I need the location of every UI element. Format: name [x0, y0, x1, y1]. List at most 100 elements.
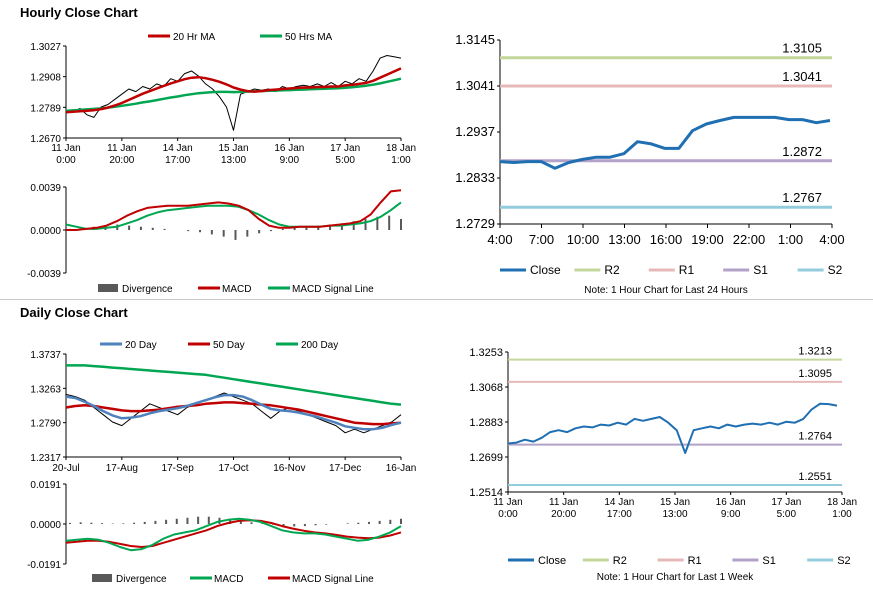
daily-pivot-y-tick-label: 1.2883: [469, 417, 503, 429]
hourly-macd-y-tick-label: 0.0000: [30, 226, 61, 237]
daily-pivot-x-tick-label: 5:00: [777, 509, 797, 520]
hourly-pivot-legend-label: R2: [604, 263, 620, 277]
daily-price-y-tick-label: 1.2317: [30, 453, 61, 464]
hourly-pivot-note: Note: 1 Hour Chart for Last 24 Hours: [584, 285, 747, 296]
hourly-pivot-x-tick-label: 19:00: [691, 232, 724, 247]
hourly-pivot-x-tick-label: 1:00: [778, 232, 803, 247]
daily-pivot-x-tick-label: 16 Jan: [716, 497, 746, 508]
daily-pivot-y-tick-label: 1.2699: [469, 452, 503, 464]
daily-pivot-note: Note: 1 Hour Chart for Last 1 Week: [597, 572, 755, 583]
hourly-macd-line: [66, 189, 402, 231]
daily-price-legend-label: 20 Day: [125, 340, 157, 351]
hourly-ma50-line: [65, 77, 402, 113]
hourly-pivot-x-tick-label: 7:00: [529, 232, 554, 247]
hourly-pivot-r1-label: 1.3041: [782, 69, 822, 84]
hourly-pivot-x-tick-label: 4:00: [487, 232, 512, 247]
daily-macd-legend-swatch: [92, 574, 112, 582]
hourly-pivot-x-tick-label: 10:00: [567, 232, 600, 247]
hourly-price-legend-label: 20 Hr MA: [173, 32, 216, 43]
hourly-macd-legend-label: MACD Signal Line: [292, 284, 374, 295]
hourly-price-x-tick-label: 20:00: [109, 155, 134, 166]
hourly-pivot-y-tick-label: 1.3145: [455, 32, 495, 47]
section-divider: [0, 299, 873, 300]
daily-macd-y-tick-label: 0.0191: [30, 480, 61, 491]
hourly-pivot-s2-label: 1.2767: [782, 190, 822, 205]
daily-price-legend-label: 200 Day: [301, 340, 338, 351]
daily-pivot-x-tick-label: 20:00: [551, 509, 576, 520]
daily-price-x-tick-label: 20-Jul: [52, 463, 79, 474]
hourly-pivot-legend-label: R1: [679, 263, 695, 277]
hourly-macd-legend-label: MACD: [222, 284, 251, 295]
daily-pivot-x-tick-label: 18 Jan: [827, 497, 857, 508]
hourly-price-x-tick-label: 17:00: [165, 155, 190, 166]
hourly-price-x-tick-label: 17 Jan: [330, 143, 360, 154]
hourly-price-legend-label: 50 Hrs MA: [285, 32, 333, 43]
daily-pivot-s1-label: 1.2764: [798, 431, 832, 443]
daily-close-line: [65, 392, 402, 434]
hourly-macd-y-tick-label: 0.0039: [30, 183, 61, 194]
hourly-signal-line: [65, 201, 402, 230]
hourly-price-x-tick-label: 0:00: [56, 155, 76, 166]
hourly-pivot-legend-label: S2: [828, 263, 843, 277]
daily-macd-legend-label: MACD Signal Line: [292, 574, 374, 585]
hourly-price-y-tick-label: 1.2789: [30, 103, 61, 114]
daily-price-y-tick-label: 1.2790: [30, 419, 61, 430]
daily-price-x-tick-label: 17-Dec: [329, 463, 361, 474]
daily-pivot-x-tick-label: 11 Jan: [549, 497, 578, 508]
daily-pivot-legend-label: S1: [762, 555, 775, 567]
daily-pivot-x-tick-label: 17:00: [607, 509, 632, 520]
hourly-price-x-tick-label: 16 Jan: [274, 143, 304, 154]
daily-price-x-tick-label: 17-Oct: [218, 463, 248, 474]
daily-pivot-legend-label: R1: [688, 555, 702, 567]
daily-section-title: Daily Close Chart: [20, 305, 128, 320]
daily-price-y-tick-label: 1.3263: [30, 384, 61, 395]
daily-signal-line: [65, 519, 402, 548]
hourly-pivot-y-tick-label: 1.2729: [455, 216, 495, 231]
daily-pivot-legend-label: Close: [538, 555, 566, 567]
hourly-macd-chart: 0.0039 0.0000 -0.0039 Divergence MACD MACD Si…: [27, 183, 402, 295]
daily-ma200-line: [66, 364, 402, 406]
daily-pivot-x-tick-label: 17 Jan: [771, 497, 801, 508]
daily-ma20-line: [65, 393, 402, 431]
hourly-ma20-line: [65, 67, 402, 114]
daily-pivot-x-tick-label: 1:00: [832, 509, 852, 520]
daily-pivot-legend-label: S2: [837, 555, 850, 567]
hourly-pivot-y-tick-label: 1.3041: [455, 78, 495, 93]
daily-price-x-tick-label: 17-Aug: [106, 463, 138, 474]
daily-pivot-x-tick-label: 13:00: [662, 509, 687, 520]
hourly-pivot-x-tick-label: 22:00: [733, 232, 766, 247]
hourly-pivot-r2-label: 1.3105: [782, 41, 822, 56]
hourly-pivot-close-line: [499, 115, 831, 170]
daily-pivot-legend-label: R2: [613, 555, 627, 567]
daily-pivot-x-tick-label: 11 Jan: [493, 497, 522, 508]
hourly-section-title: Hourly Close Chart: [20, 5, 138, 20]
daily-macd-legend-label: MACD: [214, 574, 243, 585]
daily-ma50-line: [65, 401, 402, 426]
daily-price-x-tick-label: 17-Sep: [162, 463, 195, 474]
hourly-price-y-tick-label: 1.2670: [30, 134, 61, 145]
hourly-pivot-y-tick-label: 1.2937: [455, 124, 495, 139]
daily-pivot-close-line: [507, 402, 838, 454]
daily-pivot-x-tick-label: 15 Jan: [660, 497, 690, 508]
hourly-macd-y-tick-label: -0.0039: [27, 269, 61, 280]
daily-pivot-x-tick-label: 0:00: [498, 509, 518, 520]
daily-pivot-y-tick-label: 1.3253: [469, 347, 503, 359]
daily-macd-y-tick-label: 0.0000: [30, 520, 61, 531]
daily-pivot-y-tick-label: 1.2514: [469, 487, 503, 499]
hourly-price-x-tick-label: 14 Jan: [163, 143, 193, 154]
hourly-price-x-tick-label: 15 Jan: [218, 143, 248, 154]
hourly-pivot-x-tick-label: 16:00: [650, 232, 683, 247]
hourly-pivot-y-tick-label: 1.2833: [455, 170, 495, 185]
hourly-price-x-tick-label: 18 Jan: [386, 143, 416, 154]
daily-pivot-r1-label: 1.3095: [798, 368, 832, 380]
hourly-price-y-tick-label: 1.3027: [30, 42, 61, 53]
hourly-pivot-s1-label: 1.2872: [782, 144, 822, 159]
daily-macd-chart: 0.0191 0.0000 -0.0191 Divergence MACD MACD Si…: [27, 480, 402, 585]
hourly-price-x-tick-label: 11 Jan: [107, 143, 136, 154]
hourly-price-x-tick-label: 1:00: [391, 155, 411, 166]
hourly-price-y-tick-label: 1.2908: [30, 73, 61, 84]
daily-pivot-r2-label: 1.3213: [798, 346, 832, 358]
daily-pivot-s2-label: 1.2551: [798, 471, 832, 483]
